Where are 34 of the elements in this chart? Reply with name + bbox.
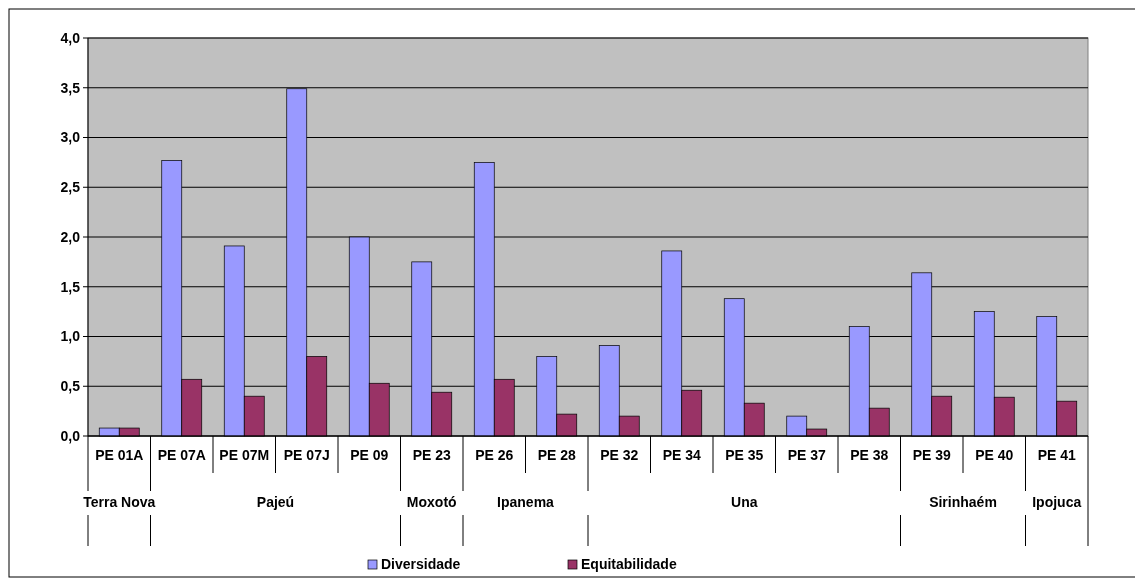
x-tick-label: PE 26 <box>475 447 514 463</box>
y-tick-label: 0,0 <box>60 427 81 444</box>
x-tick-label: PE 41 <box>1037 447 1077 463</box>
y-tick-label: 0,5 <box>60 378 81 395</box>
y-tick-label: 1,5 <box>60 278 81 295</box>
text: Ipanema <box>497 494 555 510</box>
y-tick-label: 2,0 <box>60 228 81 245</box>
y-tick-label: 1,0 <box>60 328 81 345</box>
x-tick-label: PE 35 <box>725 447 764 463</box>
x-tick-label: PE 09 <box>350 447 389 463</box>
x-tick-label: PE 01A <box>95 447 144 463</box>
text: Sirinhaém <box>929 494 997 510</box>
y-tick-label: 4,0 <box>60 29 81 46</box>
x-tick-label: PE 39 <box>912 447 952 463</box>
x-tick-label: PE 37 <box>787 447 827 463</box>
text: Una <box>731 494 758 510</box>
y-tick-label: 3,5 <box>60 79 81 96</box>
legend-label: Diversidade <box>381 556 461 572</box>
legend-label: Equitabilidade <box>581 556 677 572</box>
x-tick-label: PE 32 <box>600 447 639 463</box>
text: Ipojuca <box>1032 494 1082 510</box>
text: Moxotó <box>406 494 457 510</box>
text: Terra Nova <box>83 494 156 510</box>
x-tick-label: PE 34 <box>662 447 702 463</box>
x-tick-label: PE 07M <box>219 447 270 463</box>
x-tick-label: PE 40 <box>975 447 1014 463</box>
text: Pajeú <box>256 494 295 510</box>
y-tick-label: 2,5 <box>60 179 81 196</box>
x-tick-label: PE 38 <box>850 447 889 463</box>
x-tick-label: PE 23 <box>412 447 452 463</box>
x-tick-label: PE 07A <box>157 447 206 463</box>
x-tick-label: PE 28 <box>537 447 577 463</box>
x-tick-label: PE 07J <box>283 447 330 463</box>
y-tick-label: 3,0 <box>60 129 81 146</box>
